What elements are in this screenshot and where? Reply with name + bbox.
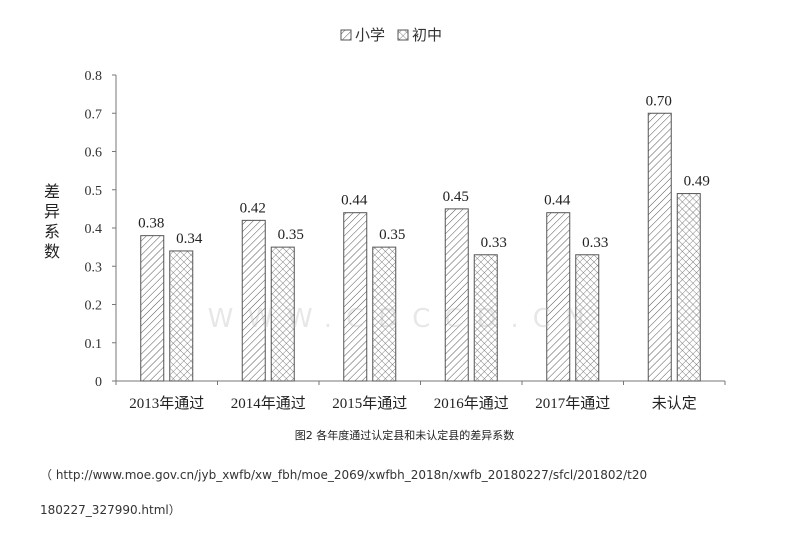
data-label: 0.33 (481, 235, 507, 251)
bar-primary-2 (343, 212, 368, 382)
bars (140, 112, 701, 382)
y-tick-label: 0.1 (85, 337, 103, 352)
legend-label: 小学 (355, 26, 385, 44)
data-label: 0.35 (278, 227, 304, 243)
x-tick-label: 2013年通过 (129, 395, 204, 412)
x-tick-label: 2014年通过 (231, 395, 306, 412)
bar-primary-0 (140, 235, 165, 382)
data-label: 0.49 (684, 174, 710, 190)
bar-junior-0 (169, 250, 194, 382)
y-tick-label: 0.7 (85, 107, 103, 122)
data-label: 0.38 (138, 216, 164, 232)
data-label: 0.45 (443, 189, 469, 205)
data-label: 0.44 (544, 193, 571, 209)
y-tick-label: 0.2 (85, 299, 103, 314)
axes: 0 0.1 0.2 0.3 0.4 0.5 0.6 0.7 0.8 差异系数 2013年通过 2014… (44, 69, 726, 412)
y-tick-label: 0.8 (85, 69, 103, 84)
data-label: 0.44 (341, 193, 368, 209)
bar-chart: 小学 初中 0 0.1 0.2 0.3 0.4 0.5 0.6 0.7 0.8 差异系数 2013年通… (44, 26, 726, 412)
figure-caption: 图2 各年度通过认定县和未认定县的差异系数 (294, 429, 515, 442)
x-tick-label: 2015年通过 (332, 395, 407, 412)
data-label: 0.34 (176, 231, 203, 247)
source-url-line-2: 180227_327990.html） (40, 503, 181, 517)
data-label: 0.70 (646, 93, 672, 109)
x-tick-label: 2016年通过 (434, 395, 509, 412)
y-tick-label: 0 (95, 375, 102, 390)
legend-label: 初中 (412, 26, 442, 44)
x-tick-label: 未认定 (652, 395, 697, 412)
data-label: 0.35 (379, 227, 405, 243)
bar-junior-4 (575, 254, 600, 382)
data-label: 0.42 (240, 200, 266, 216)
source-url-line-1: （ http://www.moe.gov.cn/jyb_xwfb/xw_fbh/… (40, 468, 648, 482)
bar-junior-3 (473, 254, 498, 382)
legend: 小学 初中 (340, 26, 442, 44)
bar-junior-1 (270, 246, 295, 382)
legend-swatch (397, 29, 409, 41)
watermark: WWW.CDCCD.CN (208, 304, 599, 334)
bar-junior-2 (372, 246, 397, 382)
data-labels: 0.38 0.34 0.42 0.35 0.44 0.35 0.45 0.33 0.44 0.33… (138, 93, 710, 251)
x-tick-label: 2017年通过 (535, 395, 610, 412)
y-tick-label: 0.3 (85, 260, 103, 275)
bar-primary-3 (444, 208, 469, 382)
bar-junior-5 (676, 193, 701, 382)
y-axis-label: 差异系数 (44, 182, 60, 261)
y-tick-label: 0.6 (85, 146, 103, 161)
data-label: 0.33 (582, 235, 608, 251)
bar-primary-1 (241, 219, 266, 382)
bar-primary-4 (546, 212, 571, 382)
bar-primary-5 (647, 112, 672, 382)
y-tick-label: 0.4 (85, 222, 103, 237)
legend-swatch (340, 29, 352, 41)
y-tick-label: 0.5 (85, 184, 103, 199)
